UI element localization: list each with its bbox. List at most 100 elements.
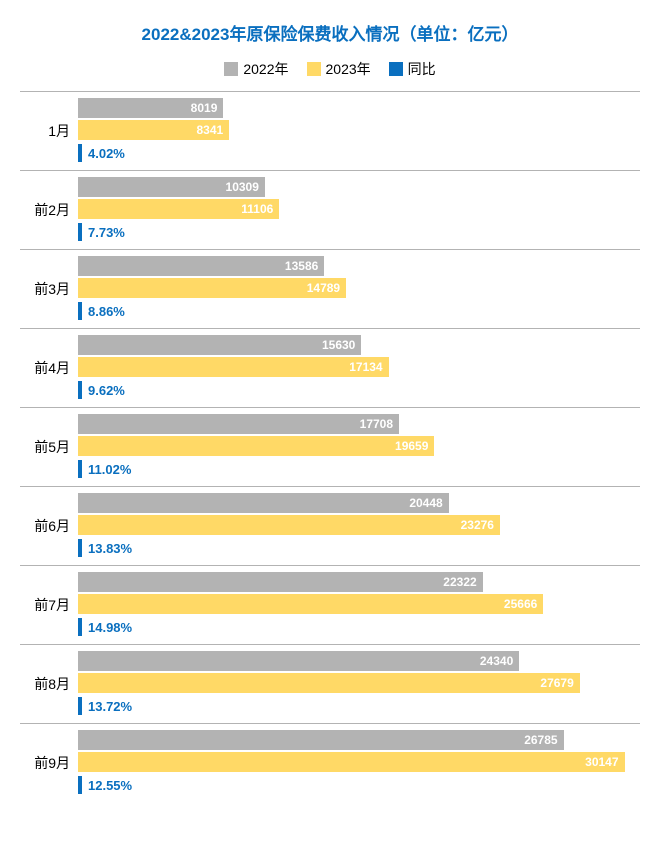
bar-2022-wrap: 20448 [78,493,640,513]
pct-tick-icon [78,539,82,557]
chart-row: 前4月 15630 17134 9.62% [20,328,640,407]
row-label: 前2月 [20,171,78,249]
bar-2023-value: 25666 [504,597,537,611]
row-label: 前7月 [20,566,78,644]
bar-2022-value: 10309 [226,180,259,194]
row-bars: 10309 11106 7.73% [78,171,640,249]
chart-row: 前7月 22322 25666 14.98% [20,565,640,644]
bar-2023-wrap: 23276 [78,515,640,535]
row-bars: 13586 14789 8.86% [78,250,640,328]
bar-2022-value: 26785 [524,733,557,747]
pct-row: 4.02% [78,142,640,164]
bar-2023-value: 30147 [585,755,618,769]
bar-2023: 14789 [78,278,346,298]
bar-2022-wrap: 8019 [78,98,640,118]
bar-2023-wrap: 8341 [78,120,640,140]
bar-2023: 30147 [78,752,625,772]
pct-value: 8.86% [88,304,125,319]
pct-row: 12.55% [78,774,640,796]
pct-row: 14.98% [78,616,640,638]
bar-2022: 20448 [78,493,449,513]
bar-2022-wrap: 10309 [78,177,640,197]
pct-row: 7.73% [78,221,640,243]
pct-tick-icon [78,776,82,794]
bar-2022-value: 15630 [322,338,355,352]
bar-2022-value: 22322 [443,575,476,589]
pct-tick-icon [78,618,82,636]
bar-2022-value: 20448 [409,496,442,510]
pct-value: 4.02% [88,146,125,161]
bar-2022: 8019 [78,98,223,118]
bar-2023-wrap: 27679 [78,673,640,693]
chart-row: 前6月204482327613.83% [20,486,640,565]
bar-2023-value: 23276 [461,518,494,532]
row-label: 前3月 [20,250,78,328]
pct-value: 12.55% [88,778,132,793]
pct-tick-icon [78,460,82,478]
bar-2023: 27679 [78,673,580,693]
chart-row: 前3月 13586 14789 8.86% [20,249,640,328]
pct-row: 13.83% [78,537,640,559]
bar-2023: 19659 [78,436,434,456]
row-bars: 26785 30147 12.55% [78,724,640,802]
bar-2023-value: 11106 [241,202,273,216]
legend-swatch-pct [389,62,403,76]
row-bars: 177081965911.02% [78,408,640,486]
row-bars: 8019 8341 4.02% [78,92,640,170]
row-label: 前9月 [20,724,78,802]
row-label: 前5月 [20,408,78,486]
bar-2022-wrap: 22322 [78,572,640,592]
chart-legend: 2022年 2023年 同比 [20,59,640,79]
bar-2023-value: 19659 [395,439,428,453]
bar-2022-value: 24340 [480,654,513,668]
chart-row: 1月 8019 8341 4.02% [20,91,640,170]
legend-label-2023: 2023年 [326,59,371,79]
bar-2023-value: 17134 [349,360,382,374]
row-bars: 24340 27679 13.72% [78,645,640,723]
row-label: 前4月 [20,329,78,407]
bar-2022-value: 8019 [191,101,218,115]
legend-item-2023: 2023年 [307,59,371,79]
pct-value: 13.72% [88,699,132,714]
pct-row: 9.62% [78,379,640,401]
bar-2022-wrap: 24340 [78,651,640,671]
pct-value: 13.83% [88,541,132,556]
pct-tick-icon [78,697,82,715]
legend-swatch-2022 [224,62,238,76]
chart-row: 前8月 24340 27679 13.72% [20,644,640,723]
bar-2023-value: 8341 [197,123,224,137]
bar-2022-wrap: 26785 [78,730,640,750]
chart-title: 2022&2023年原保险保费收入情况（单位：亿元） [20,20,640,45]
bar-2022-value: 13586 [285,259,318,273]
bar-2022: 10309 [78,177,265,197]
legend-label-2022: 2022年 [243,59,288,79]
bar-2023-wrap: 11106 [78,199,640,219]
bar-2023-value: 14789 [307,281,340,295]
bar-2022-value: 17708 [360,417,393,431]
pct-row: 13.72% [78,695,640,717]
bar-2023: 17134 [78,357,389,377]
bar-2022: 24340 [78,651,519,671]
bar-2022: 13586 [78,256,324,276]
bar-2023-wrap: 14789 [78,278,640,298]
bar-2023-value: 27679 [540,676,573,690]
pct-tick-icon [78,144,82,162]
bar-2022-wrap: 15630 [78,335,640,355]
chart-row: 前9月 26785 30147 12.55% [20,723,640,802]
bar-2022: 22322 [78,572,483,592]
row-label: 前8月 [20,645,78,723]
pct-tick-icon [78,381,82,399]
pct-tick-icon [78,302,82,320]
bar-chart: 1月801983414.02%前2月10309111067.73%前3月1358… [20,91,640,802]
bar-2023: 8341 [78,120,229,140]
pct-value: 9.62% [88,383,125,398]
bar-2023: 23276 [78,515,500,535]
bar-2023-wrap: 30147 [78,752,640,772]
row-label: 1月 [20,92,78,170]
legend-swatch-2023 [307,62,321,76]
row-bars: 20448 23276 13.83% [78,487,640,565]
bar-2022-wrap: 17708 [78,414,640,434]
pct-row: 8.86% [78,300,640,322]
bar-2023: 11106 [78,199,279,219]
chart-row: 前2月 10309 11106 7.73% [20,170,640,249]
